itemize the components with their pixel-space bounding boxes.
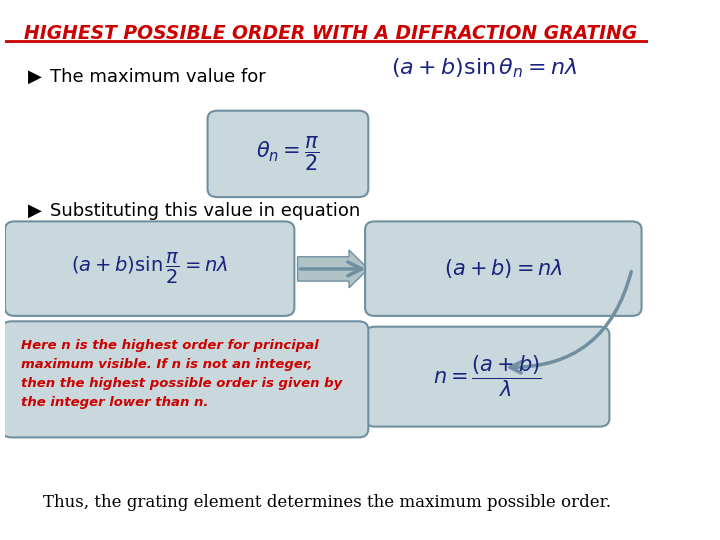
Text: $(a + b)\sin\theta_n = n\lambda$: $(a + b)\sin\theta_n = n\lambda$ <box>391 57 577 80</box>
FancyBboxPatch shape <box>365 327 609 427</box>
Text: Substituting this value in equation: Substituting this value in equation <box>50 202 360 220</box>
Text: HIGHEST POSSIBLE ORDER WITH A DIFFRACTION GRATING: HIGHEST POSSIBLE ORDER WITH A DIFFRACTIO… <box>24 24 637 43</box>
Text: $\theta_n = \dfrac{\pi}{2}$: $\theta_n = \dfrac{\pi}{2}$ <box>256 134 320 173</box>
FancyBboxPatch shape <box>207 111 369 197</box>
FancyBboxPatch shape <box>1 321 369 437</box>
FancyBboxPatch shape <box>5 221 294 316</box>
Text: $\blacktriangleright$: $\blacktriangleright$ <box>24 68 44 85</box>
Text: $\blacktriangleright$: $\blacktriangleright$ <box>24 202 44 220</box>
Text: The maximum value for: The maximum value for <box>50 68 266 85</box>
Text: $(a + b)\sin\dfrac{\pi}{2} = n\lambda$: $(a + b)\sin\dfrac{\pi}{2} = n\lambda$ <box>71 251 228 286</box>
Text: $n = \dfrac{(a+b)}{\lambda}$: $n = \dfrac{(a+b)}{\lambda}$ <box>433 354 541 400</box>
Text: Thus, the grating element determines the maximum possible order.: Thus, the grating element determines the… <box>42 494 611 511</box>
Text: $(a + b) = n\lambda$: $(a + b) = n\lambda$ <box>444 257 563 280</box>
Text: Here n is the highest order for principal
maximum visible. If n is not an intege: Here n is the highest order for principa… <box>21 339 342 409</box>
FancyArrow shape <box>297 250 369 288</box>
FancyBboxPatch shape <box>365 221 642 316</box>
